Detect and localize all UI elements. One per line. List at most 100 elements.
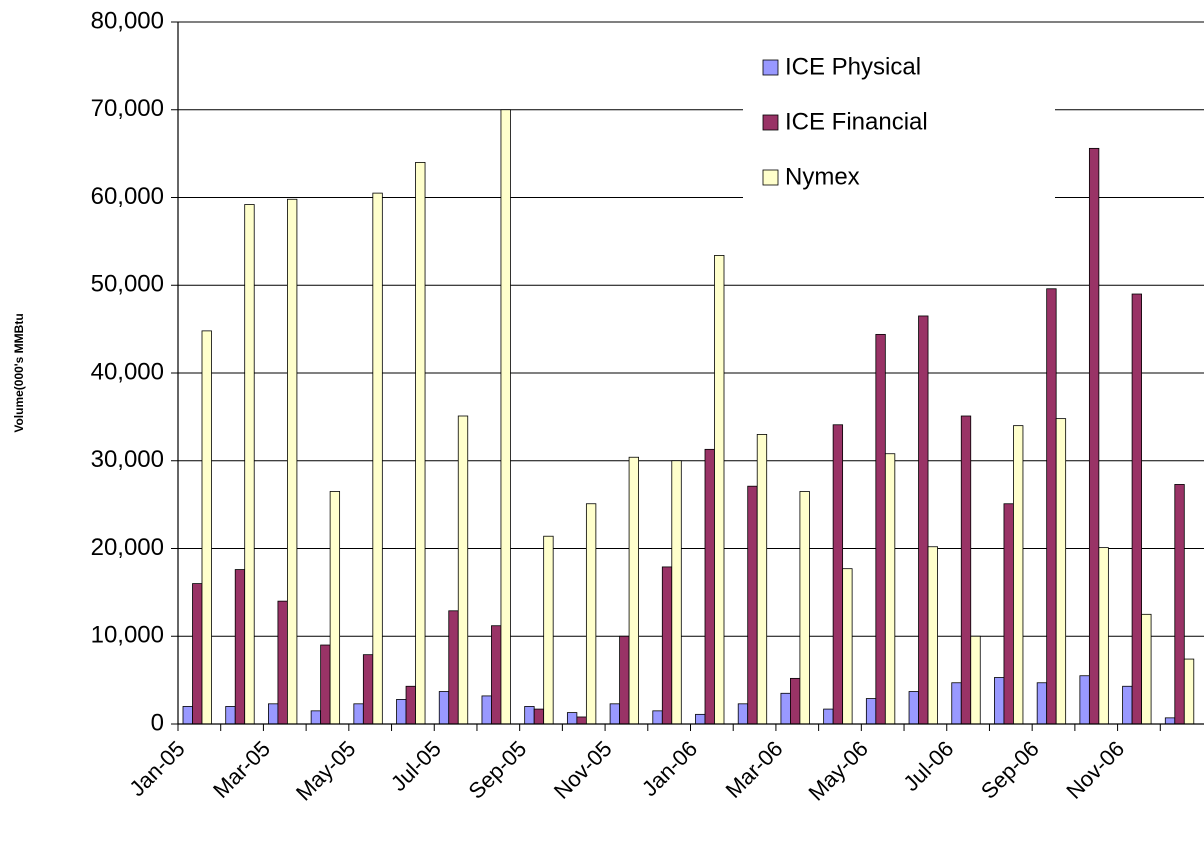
bar xyxy=(823,708,834,725)
y-tick-label: 70,000 xyxy=(91,95,164,122)
bar xyxy=(747,485,758,725)
bar xyxy=(671,460,682,725)
bar xyxy=(1122,685,1133,725)
bar xyxy=(628,456,639,725)
bar xyxy=(329,491,341,725)
bar xyxy=(225,706,236,725)
y-axis-title: Volume(000's MMBtu xyxy=(12,313,26,432)
bar xyxy=(695,713,706,725)
bar xyxy=(714,255,725,725)
bar xyxy=(457,415,469,725)
bar xyxy=(609,703,620,725)
y-tick-label: 30,000 xyxy=(91,446,164,473)
x-tick-label: Jul-06 xyxy=(898,736,958,796)
x-tick-label: Nov-05 xyxy=(549,736,617,804)
bar xyxy=(192,583,203,725)
y-tick-label: 0 xyxy=(151,709,164,736)
bar xyxy=(491,625,502,725)
bar xyxy=(244,204,255,725)
y-tick-label: 50,000 xyxy=(91,271,164,298)
bar xyxy=(927,546,938,725)
bar xyxy=(500,109,511,725)
y-tick-label: 10,000 xyxy=(91,622,164,649)
x-tick-label: Mar-06 xyxy=(721,736,788,803)
x-tick-label: Sep-06 xyxy=(976,736,1044,804)
x-tick-label: Nov-06 xyxy=(1061,736,1129,804)
bar xyxy=(951,682,962,725)
bar xyxy=(287,198,298,725)
bar xyxy=(884,453,896,725)
bar xyxy=(448,610,459,725)
bar xyxy=(277,600,288,725)
bar xyxy=(908,691,919,725)
bar xyxy=(1131,293,1142,725)
legend-label: Nymex xyxy=(785,163,860,190)
bar xyxy=(481,695,492,725)
x-tick-label: May-06 xyxy=(803,736,873,806)
bar xyxy=(780,692,791,725)
bar xyxy=(1183,658,1195,725)
bar xyxy=(1079,675,1090,725)
bar xyxy=(372,192,383,725)
x-tick-label: Jul-05 xyxy=(386,736,446,796)
bar xyxy=(994,677,1005,725)
bar xyxy=(960,415,972,725)
bar xyxy=(970,635,981,725)
legend-label: ICE Physical xyxy=(785,53,921,80)
bar xyxy=(1088,147,1100,725)
bar xyxy=(533,708,545,725)
bar xyxy=(405,685,416,725)
bar xyxy=(799,491,810,725)
bar xyxy=(320,644,331,725)
bar xyxy=(842,568,853,725)
legend-label: ICE Financial xyxy=(785,108,928,135)
bar xyxy=(566,712,578,725)
x-tick-label: Sep-05 xyxy=(463,736,531,804)
legend: ICE Physical ICE Financial Nymex xyxy=(743,44,1055,206)
bar xyxy=(396,699,407,725)
bar xyxy=(790,677,801,725)
bar xyxy=(1164,717,1176,725)
bar xyxy=(1003,503,1014,725)
bar xyxy=(1036,682,1048,725)
bar xyxy=(1098,547,1109,725)
y-tick-label: 40,000 xyxy=(91,358,164,385)
bar xyxy=(415,161,426,725)
bar xyxy=(832,424,844,725)
bar xyxy=(585,503,597,725)
bar xyxy=(576,716,587,725)
x-tick-label: May-05 xyxy=(291,736,361,806)
bar xyxy=(201,330,212,725)
y-tick-label: 20,000 xyxy=(91,534,164,561)
bar xyxy=(1046,288,1057,725)
y-tick-label: 60,000 xyxy=(91,183,164,210)
legend-swatch xyxy=(762,114,779,131)
x-tick-label: Mar-05 xyxy=(208,736,275,803)
x-tick-label: Jan-06 xyxy=(637,736,702,801)
bar xyxy=(353,703,364,725)
bar xyxy=(865,698,877,725)
bar xyxy=(704,448,715,725)
bar xyxy=(756,434,768,725)
bar xyxy=(875,333,886,725)
bar xyxy=(737,703,749,725)
bar xyxy=(619,635,630,725)
bar xyxy=(268,703,279,725)
bar xyxy=(310,710,322,725)
legend-swatch xyxy=(762,169,779,186)
bar xyxy=(182,706,193,725)
bar xyxy=(1013,425,1024,725)
bar xyxy=(1141,613,1152,725)
bar xyxy=(234,569,246,725)
bar xyxy=(524,706,535,725)
bar xyxy=(918,315,929,725)
bar xyxy=(438,691,450,725)
bar xyxy=(362,654,374,725)
x-tick-label: Jan-05 xyxy=(124,736,189,801)
bar xyxy=(652,710,663,725)
legend-box xyxy=(743,44,1055,206)
bar xyxy=(1055,418,1067,725)
bar xyxy=(1174,484,1185,725)
bar xyxy=(661,566,673,725)
